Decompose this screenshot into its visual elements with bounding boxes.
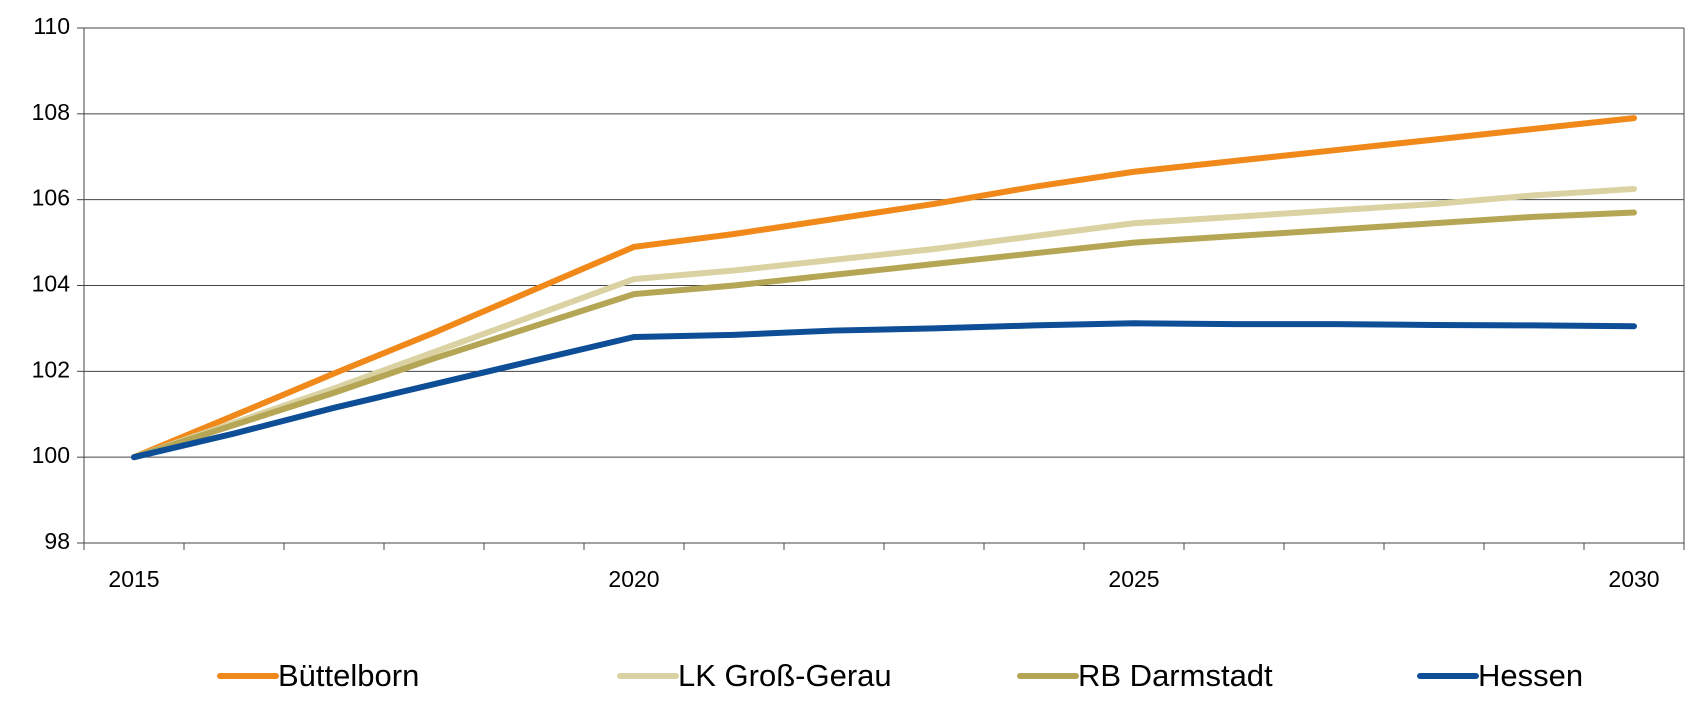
x-tick-label: 2025 (1108, 566, 1159, 592)
y-tick-label: 102 (32, 356, 70, 382)
x-tick-label: 2015 (108, 566, 159, 592)
legend-label: Hessen (1478, 658, 1583, 693)
x-tick-label: 2020 (608, 566, 659, 592)
y-tick-label: 110 (33, 13, 70, 39)
series-line (131, 320, 1637, 461)
y-tick-label: 108 (32, 99, 70, 125)
legend-label: LK Groß-Gerau (678, 658, 892, 693)
series-line (131, 115, 1637, 461)
y-tick-label: 100 (32, 442, 70, 468)
legend-label: Büttelborn (278, 658, 419, 693)
series-line (131, 185, 1637, 461)
x-tick-label: 2030 (1608, 566, 1659, 592)
y-tick-label: 104 (32, 271, 71, 297)
legend-label: RB Darmstadt (1078, 658, 1273, 693)
series-line (131, 209, 1637, 461)
y-tick-label: 98 (44, 528, 70, 554)
y-tick-label: 106 (32, 185, 70, 211)
